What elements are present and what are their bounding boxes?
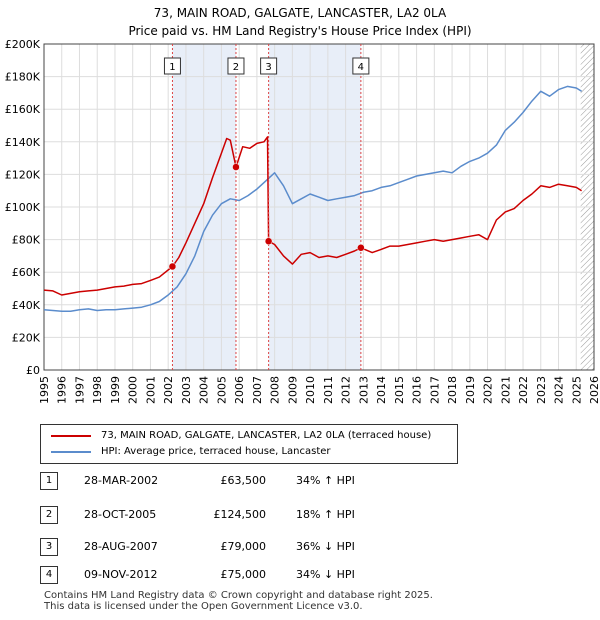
x-tick-label: 2026 bbox=[588, 376, 600, 404]
x-tick-label: 2011 bbox=[322, 376, 335, 404]
x-tick-label: 2003 bbox=[180, 376, 193, 404]
legend-item-hpi: HPI: Average price, terraced house, Lanc… bbox=[51, 444, 331, 460]
x-tick-label: 2018 bbox=[446, 376, 459, 404]
x-tick-label: 2014 bbox=[375, 376, 388, 404]
chart-subtitle: Price paid vs. HM Land Registry's House … bbox=[128, 24, 472, 38]
x-tick-label: 2022 bbox=[517, 376, 530, 404]
sale-marker-label: 4 bbox=[358, 62, 364, 73]
y-tick-label: £140K bbox=[5, 136, 41, 149]
x-tick-label: 2016 bbox=[411, 376, 424, 404]
x-tick-label: 1995 bbox=[38, 376, 51, 404]
x-tick-label: 2004 bbox=[198, 376, 211, 404]
sale-marker-label: 2 bbox=[233, 62, 239, 73]
sale-row: 1 28-MAR-2002 £63,500 34% ↑ HPI bbox=[40, 472, 420, 492]
y-tick-label: £80K bbox=[12, 234, 41, 247]
x-tick-label: 2017 bbox=[428, 376, 441, 404]
footer: Contains HM Land Registry data © Crown c… bbox=[44, 590, 433, 612]
sale-marker-label: 3 bbox=[265, 62, 271, 73]
sale-hpi-diff: 34% ↑ HPI bbox=[296, 474, 355, 487]
sale-hpi-diff: 36% ↓ HPI bbox=[296, 540, 355, 553]
x-tick-label: 2000 bbox=[127, 376, 140, 404]
x-tick-label: 2008 bbox=[269, 376, 282, 404]
sale-point bbox=[357, 244, 365, 252]
x-tick-label: 2025 bbox=[570, 376, 583, 404]
sale-row: 3 28-AUG-2007 £79,000 36% ↓ HPI bbox=[40, 538, 420, 558]
legend-item-property: 73, MAIN ROAD, GALGATE, LANCASTER, LA2 0… bbox=[51, 428, 431, 444]
sale-date: 28-OCT-2005 bbox=[84, 508, 157, 521]
chart-title: 73, MAIN ROAD, GALGATE, LANCASTER, LA2 0… bbox=[153, 6, 447, 20]
hpi-line bbox=[43, 85, 582, 313]
legend-label-hpi: HPI: Average price, terraced house, Lanc… bbox=[101, 446, 331, 457]
axes: £0 £20K £40K £60K £80K £100K £120K £140K £160K £1… bbox=[5, 38, 600, 404]
y-tick-label: £160K bbox=[5, 103, 41, 116]
sale-marker-box bbox=[163, 57, 181, 75]
x-tick-label: 2007 bbox=[251, 376, 264, 404]
sale-marker-box bbox=[352, 57, 370, 75]
x-tick-label: 1996 bbox=[56, 376, 69, 404]
y-tick-label: £60K bbox=[12, 266, 41, 279]
x-tick-label: 2001 bbox=[144, 376, 157, 404]
sale-marker-box bbox=[227, 57, 245, 75]
sale-hpi-diff: 34% ↓ HPI bbox=[296, 568, 355, 581]
sale-number-badge: 2 bbox=[40, 506, 58, 524]
chart-title-block: 73, MAIN ROAD, GALGATE, LANCASTER, LA2 0… bbox=[0, 4, 600, 40]
sale-marker-label: 1 bbox=[169, 62, 175, 73]
legend-swatch-property bbox=[51, 435, 91, 437]
y-tick-label: £100K bbox=[5, 201, 41, 214]
sale-row: 4 09-NOV-2012 £75,000 34% ↓ HPI bbox=[40, 566, 420, 586]
sale-point bbox=[232, 163, 240, 171]
x-tick-label: 1999 bbox=[109, 376, 122, 404]
price-chart: £0 £20K £40K £60K £80K £100K £120K £140K £160K £1… bbox=[5, 38, 600, 404]
sale-price: £124,500 bbox=[213, 508, 267, 521]
sale-marker-box bbox=[260, 57, 278, 75]
sale-row: 2 28-OCT-2005 £124,500 18% ↑ HPI bbox=[40, 506, 420, 526]
legend-swatch-hpi bbox=[51, 451, 91, 453]
x-tick-label: 2015 bbox=[393, 376, 406, 404]
y-tick-label: £40K bbox=[12, 299, 41, 312]
x-tick-label: 2009 bbox=[286, 376, 299, 404]
x-tick-label: 2020 bbox=[482, 376, 495, 404]
y-tick-label: £20K bbox=[12, 331, 41, 344]
x-tick-label: 2021 bbox=[499, 376, 512, 404]
series bbox=[43, 85, 582, 313]
y-tick-label: £180K bbox=[5, 71, 41, 84]
x-tick-label: 2019 bbox=[464, 376, 477, 404]
footer-licence: This data is licensed under the Open Gov… bbox=[44, 601, 363, 612]
x-tick-label: 2012 bbox=[340, 376, 353, 404]
y-tick-label: £200K bbox=[5, 38, 41, 51]
x-tick-label: 2024 bbox=[553, 376, 566, 404]
sale-number-badge: 3 bbox=[40, 538, 58, 556]
footer-copyright: Contains HM Land Registry data © Crown c… bbox=[44, 590, 433, 601]
sale-date: 28-MAR-2002 bbox=[84, 474, 159, 487]
x-tick-label: 1998 bbox=[91, 376, 104, 404]
sale-point bbox=[264, 237, 273, 245]
sale-point bbox=[168, 262, 177, 271]
sale-number-badge: 4 bbox=[40, 566, 58, 584]
legend-label-property: 73, MAIN ROAD, GALGATE, LANCASTER, LA2 0… bbox=[101, 430, 432, 441]
x-tick-label: 2005 bbox=[215, 376, 228, 404]
sale-price: £79,000 bbox=[220, 540, 267, 553]
sale-price: £63,500 bbox=[220, 474, 267, 487]
sale-date: 28-AUG-2007 bbox=[84, 540, 158, 553]
x-tick-label: 2006 bbox=[233, 376, 246, 404]
plot-frame bbox=[43, 43, 595, 371]
y-tick-label: £120K bbox=[5, 168, 41, 181]
sale-markers: 1 2 3 4 bbox=[163, 44, 370, 370]
x-tick-label: 2023 bbox=[535, 376, 548, 404]
sale-hpi-diff: 18% ↑ HPI bbox=[296, 508, 355, 521]
sale-price: £75,000 bbox=[220, 568, 267, 581]
y-tick-label: £0 bbox=[26, 364, 40, 377]
x-tick-label: 2013 bbox=[357, 376, 370, 404]
legend: 73, MAIN ROAD, GALGATE, LANCASTER, LA2 0… bbox=[40, 424, 458, 464]
sale-date: 09-NOV-2012 bbox=[84, 568, 158, 581]
x-tick-label: 2002 bbox=[162, 376, 175, 404]
x-tick-label: 2010 bbox=[304, 376, 317, 404]
property-price-line bbox=[43, 136, 582, 296]
sale-number-badge: 1 bbox=[40, 472, 58, 490]
x-tick-label: 1997 bbox=[73, 376, 86, 404]
